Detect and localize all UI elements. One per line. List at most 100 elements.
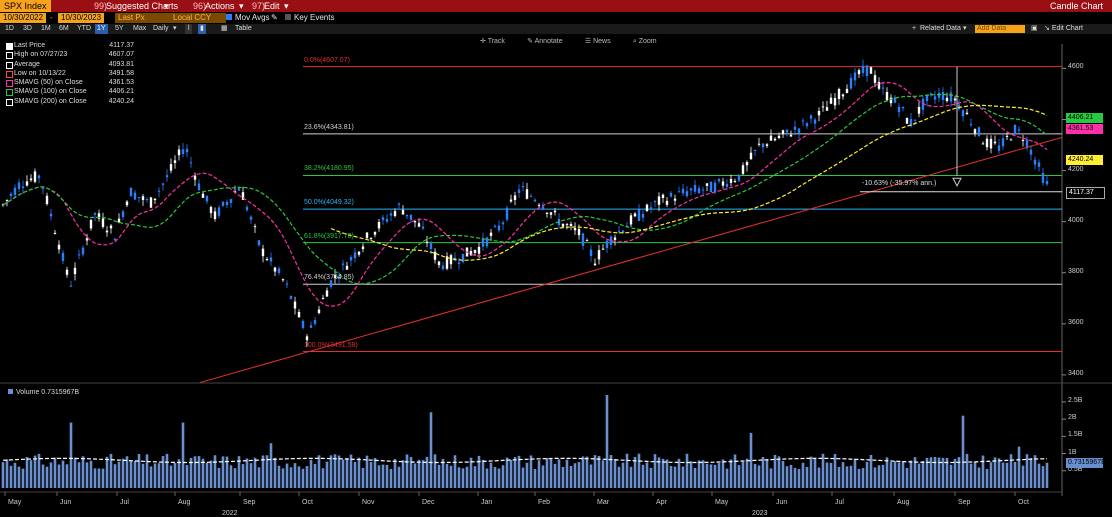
volume-bar: [277, 465, 281, 488]
candle-body: [657, 196, 661, 205]
period-ytd[interactable]: YTD: [77, 25, 91, 32]
field-select[interactable]: Last Px: [115, 13, 171, 23]
edit-menu[interactable]: Edit: [264, 1, 280, 11]
candle-body: [125, 201, 129, 206]
key-events-label[interactable]: Key Events: [294, 13, 335, 22]
currency-select[interactable]: Local CCY: [170, 13, 226, 23]
volume-bar: [1029, 458, 1033, 488]
volume-bar: [577, 462, 581, 488]
volume-bar: [101, 468, 105, 488]
candle-body: [193, 175, 197, 180]
candle-body: [789, 134, 793, 137]
volume-bar: [717, 463, 721, 488]
period-1m[interactable]: 1M: [41, 25, 51, 32]
volume-bar: [589, 464, 593, 488]
candle-body: [981, 143, 985, 145]
chart-settings-icon[interactable]: ▣: [1031, 25, 1038, 32]
candle-body: [921, 98, 925, 110]
legend-swatch: [6, 70, 13, 78]
end-date-field[interactable]: 10/30/2023: [58, 13, 105, 23]
legend-value: 3491.58: [108, 69, 134, 77]
candle-body: [45, 195, 49, 205]
volume-bar: [13, 462, 17, 488]
volume-bar: [781, 460, 785, 488]
legend-label: Low on 10/13/22: [14, 69, 66, 77]
edit-chart-button[interactable]: ↘ Edit Chart: [1044, 25, 1083, 32]
volume-bar: [181, 422, 185, 488]
period-1d[interactable]: 1D: [5, 25, 14, 32]
line-chart-type-icon[interactable]: ⌇: [185, 24, 193, 34]
candle-body: [13, 187, 17, 196]
candle-body: [513, 195, 517, 201]
candle-body: [65, 269, 69, 275]
month-label: May: [715, 499, 729, 506]
actions-menu[interactable]: Actions: [205, 1, 235, 11]
candle-body: [1005, 135, 1009, 137]
mov-avgs-label[interactable]: Mov Avgs: [235, 13, 270, 22]
table-button[interactable]: Table: [235, 25, 252, 32]
tool-zoom[interactable]: ⌕ Zoom: [632, 38, 657, 45]
chart-legend: Last Price 4117.37 High on 07/27/23 4607.07…: [6, 41, 134, 106]
volume-bar: [161, 456, 165, 488]
candle-body: [241, 192, 245, 200]
volume-bar: [489, 462, 493, 488]
volume-bar: [381, 464, 385, 488]
volume-bar: [745, 458, 749, 488]
period-5y[interactable]: 5Y: [115, 25, 124, 32]
candle-body: [689, 188, 693, 191]
candle-body: [121, 211, 125, 217]
tool-news[interactable]: ☰ News: [584, 38, 611, 45]
suggested-charts-menu[interactable]: Suggested Charts: [106, 1, 179, 11]
candle-body: [621, 230, 625, 233]
candle-body: [745, 162, 749, 166]
candle-chart-type-icon[interactable]: ▮: [198, 24, 206, 34]
candle-body: [885, 92, 889, 101]
volume-bar: [705, 463, 709, 488]
add-data-input[interactable]: Add Data: [975, 25, 1025, 33]
ticker-field[interactable]: SPX Index: [0, 0, 51, 12]
fib-label: 61.8%(3917.70): [304, 232, 354, 240]
candle-body: [253, 226, 257, 228]
volume-bar: [521, 467, 525, 488]
volume-bar: [421, 460, 425, 488]
volume-bar: [393, 459, 397, 488]
volume-bar: [957, 457, 961, 488]
period-1y[interactable]: 1Y: [95, 24, 108, 34]
legend-label: SMAVG (200) on Close: [14, 97, 87, 105]
period-6m[interactable]: 6M: [59, 25, 69, 32]
candle-body: [265, 259, 269, 261]
start-date-field[interactable]: 10/30/2022: [0, 13, 47, 23]
legend-value: 4240.24: [108, 97, 134, 105]
related-data-button[interactable]: Related Data: [920, 25, 961, 32]
volume-bar: [601, 460, 605, 488]
tool-annotate[interactable]: ✎ Annotate: [527, 38, 563, 45]
key-events-checkbox[interactable]: [285, 13, 293, 23]
candle-body: [149, 197, 153, 208]
candle-body: [153, 198, 157, 201]
frequency-select[interactable]: Daily: [153, 25, 169, 32]
volume-bar: [561, 466, 565, 488]
price-box: 4117.37: [1066, 186, 1105, 199]
volume-bar: [785, 466, 789, 488]
tool-track[interactable]: ✛ Track: [480, 38, 505, 45]
volume-bar: [713, 464, 717, 488]
period-max[interactable]: Max: [133, 25, 147, 32]
candle-body: [85, 238, 89, 241]
sma100-line: [2, 93, 1048, 285]
volume-bar: [189, 457, 193, 488]
volume-bar: [793, 467, 797, 488]
trend-line: [199, 136, 1063, 384]
period-bar: 1D 3D 1M 6M YTD 1Y 5Y Max Daily ▾ ⌇ ▮ ▦ …: [0, 24, 1112, 34]
candle-body: [1009, 139, 1013, 141]
candle-body: [677, 191, 681, 193]
candle-body: [881, 87, 885, 89]
mov-avgs-checkbox[interactable]: [226, 13, 234, 23]
period-3d[interactable]: 3D: [23, 25, 32, 32]
annotate-label: Annotate: [534, 38, 563, 45]
volume-bar: [1033, 455, 1037, 488]
volume-bar: [233, 468, 237, 488]
fib-label: 100.0%(3491.58): [304, 341, 358, 349]
pencil-icon[interactable]: ✎: [271, 13, 278, 22]
table-icon[interactable]: ▦: [221, 25, 228, 32]
